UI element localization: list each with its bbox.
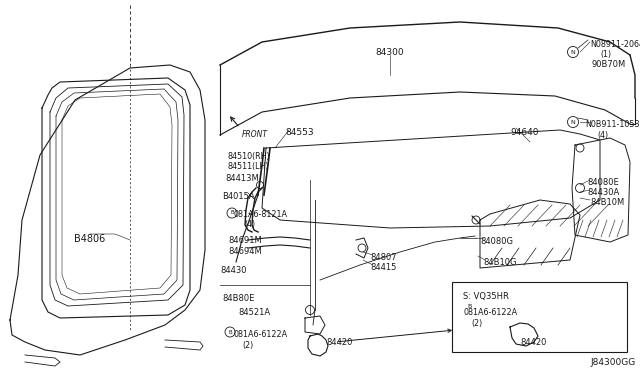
Text: N0B911-10537: N0B911-10537: [585, 120, 640, 129]
Text: 84807: 84807: [370, 253, 397, 262]
Text: B: B: [468, 305, 472, 310]
Text: 94640: 94640: [510, 128, 538, 137]
Text: N08911-20647: N08911-20647: [590, 40, 640, 49]
Text: (1): (1): [600, 50, 611, 59]
Text: 84694M: 84694M: [228, 247, 262, 256]
Text: 84521A: 84521A: [238, 308, 270, 317]
Text: B4806: B4806: [74, 234, 106, 244]
FancyBboxPatch shape: [452, 282, 627, 352]
Text: J84300GG: J84300GG: [590, 358, 636, 367]
Text: 84691M: 84691M: [228, 236, 262, 245]
Text: (2): (2): [471, 319, 483, 328]
Text: 90B70M: 90B70M: [592, 60, 627, 69]
Text: 84080G: 84080G: [480, 237, 513, 246]
Text: 84420: 84420: [520, 338, 547, 347]
Text: (4): (4): [244, 220, 255, 229]
Text: 84510(RH): 84510(RH): [228, 152, 271, 161]
Text: 84080E: 84080E: [587, 178, 619, 187]
Text: 081A6-6122A: 081A6-6122A: [463, 308, 517, 317]
Text: FRONT: FRONT: [242, 130, 268, 139]
Text: S: VQ35HR: S: VQ35HR: [463, 292, 509, 301]
Text: B: B: [230, 211, 234, 215]
Text: 081A6-6122A: 081A6-6122A: [234, 330, 288, 339]
Text: 84420: 84420: [326, 338, 353, 347]
Text: N: N: [571, 49, 575, 55]
Text: (4): (4): [597, 131, 608, 140]
Text: 84430A: 84430A: [587, 188, 620, 197]
Text: N: N: [571, 119, 575, 125]
Text: 84B80E: 84B80E: [222, 294, 254, 303]
Text: 84B10M: 84B10M: [590, 198, 624, 207]
Text: (2): (2): [242, 341, 253, 350]
Text: 84413M: 84413M: [225, 174, 259, 183]
Text: 84B10G: 84B10G: [483, 258, 516, 267]
Text: 081A6-8121A: 081A6-8121A: [234, 210, 288, 219]
Text: 84415: 84415: [370, 263, 396, 272]
Text: 84300: 84300: [376, 48, 404, 57]
Text: 84430: 84430: [220, 266, 246, 275]
Text: B4015A: B4015A: [222, 192, 255, 201]
Text: B: B: [228, 330, 232, 334]
Text: 84511(LH): 84511(LH): [228, 162, 269, 171]
Text: 84553: 84553: [285, 128, 314, 137]
